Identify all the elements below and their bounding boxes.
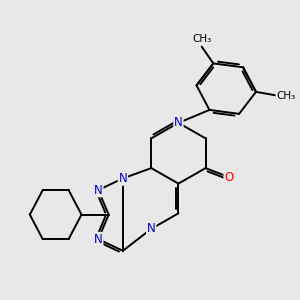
Text: N: N xyxy=(118,172,127,185)
Text: N: N xyxy=(147,222,156,235)
Text: N: N xyxy=(94,233,103,246)
Text: N: N xyxy=(94,184,103,196)
Text: O: O xyxy=(224,171,233,184)
Text: N: N xyxy=(174,116,183,129)
Text: CH₃: CH₃ xyxy=(276,91,295,101)
Text: CH₃: CH₃ xyxy=(192,34,211,44)
